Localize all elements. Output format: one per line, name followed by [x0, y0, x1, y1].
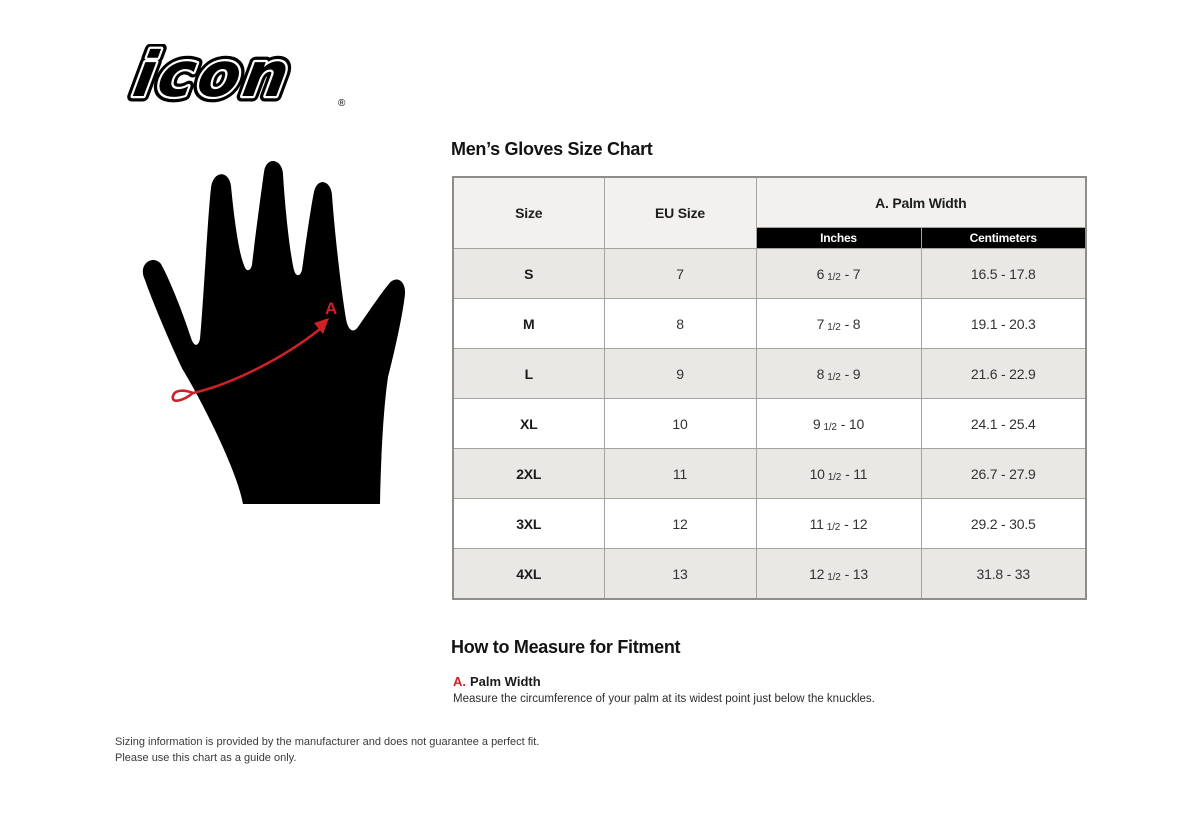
- inches-rest: - 7: [844, 265, 861, 282]
- table-row-s: S 7 6 1/2- 7 16.5 - 17.8: [452, 248, 1087, 299]
- inches-fraction: 1/2: [827, 321, 841, 333]
- table-row-m: M 8 7 1/2- 8 19.1 - 20.3: [452, 298, 1087, 349]
- palm-width-measure-line: [171, 327, 322, 402]
- inches-fraction: 1/2: [827, 371, 841, 383]
- disclaimer-line-1: Sizing information is provided by the ma…: [115, 736, 540, 748]
- inches-cell: 8 1/2- 9: [755, 348, 922, 399]
- table-row-2xl: 2XL 11 10 1/2- 11 26.7 - 27.9: [452, 448, 1087, 499]
- inches-whole: 9: [812, 415, 821, 432]
- eu-size-cell: 13: [603, 548, 757, 600]
- measure-arrowhead: [314, 318, 329, 334]
- inches-fraction: 1/2: [823, 421, 837, 433]
- palm-width-label: A. Palm Width: [453, 674, 541, 689]
- palm-width-label-text: Palm Width: [470, 674, 541, 689]
- centimeters-cell: 24.1 - 25.4: [920, 398, 1087, 449]
- inches-cell: 12 1/2- 13: [755, 548, 922, 600]
- size-cell: 3XL: [452, 498, 605, 549]
- centimeters-cell: 26.7 - 27.9: [920, 448, 1087, 499]
- inches-rest: - 8: [844, 315, 861, 332]
- brand-logo: icon icon ®: [110, 33, 350, 116]
- palm-width-label-letter: A.: [453, 674, 466, 689]
- size-cell: S: [452, 248, 605, 299]
- logo-inline-text: icon: [128, 44, 297, 110]
- inches-whole: 7: [816, 315, 825, 332]
- palm-width-marker-a: A: [325, 299, 337, 318]
- centimeters-cell: 16.5 - 17.8: [920, 248, 1087, 299]
- size-cell: XL: [452, 398, 605, 449]
- disclaimer-line-2: Please use this chart as a guide only.: [115, 751, 297, 764]
- inches-fraction: 1/2: [826, 521, 841, 533]
- inches-rest: - 11: [845, 465, 868, 482]
- size-column-header: Size: [452, 176, 605, 249]
- table-row-xl: XL 10 9 1/2- 10 24.1 - 25.4: [452, 398, 1087, 449]
- inches-whole: 6: [816, 265, 825, 282]
- eu-size-cell: 10: [603, 398, 757, 449]
- sizing-disclaimer: Sizing information is provided by the ma…: [115, 735, 539, 767]
- hand-silhouette-graphic: A: [142, 160, 406, 504]
- eu-size-cell: 9: [603, 348, 757, 399]
- hand-measurement-diagram: A: [133, 158, 433, 506]
- size-chart-title: Men’s Gloves Size Chart: [451, 139, 653, 159]
- eu-size-column-header: EU Size: [603, 176, 757, 249]
- hand-silhouette: [142, 160, 406, 504]
- centimeters-cell: 29.2 - 30.5: [920, 498, 1087, 549]
- table-row-3xl: 3XL 12 11 1/2- 12 29.2 - 30.5: [452, 498, 1087, 549]
- table-header-row: Size EU Size A. Palm Width: [452, 176, 1087, 249]
- inches-fraction: 1/2: [827, 271, 841, 283]
- eu-size-cell: 11: [603, 448, 757, 499]
- table-row-4xl: 4XL 13 12 1/2- 13 31.8 - 33: [452, 548, 1087, 600]
- inches-fraction: 1/2: [827, 571, 841, 583]
- inches-cell: 11 1/2- 12: [755, 498, 922, 549]
- table-subheader-row: Inches Centimeters: [453, 227, 1087, 249]
- inches-whole: 11: [809, 515, 824, 532]
- size-cell: L: [452, 348, 605, 399]
- inches-rest: - 9: [844, 365, 861, 382]
- inches-whole: 12: [809, 565, 825, 582]
- measure-section-title: How to Measure for Fitment: [451, 637, 681, 657]
- inches-whole: 10: [809, 465, 825, 482]
- inches-cell: 10 1/2- 11: [755, 448, 922, 499]
- centimeters-cell: 31.8 - 33: [920, 548, 1087, 600]
- inches-fraction: 1/2: [827, 471, 842, 483]
- eu-size-cell: 12: [603, 498, 757, 549]
- icon-logo-graphic: icon icon ®: [123, 33, 346, 116]
- inches-cell: 7 1/2- 8: [755, 298, 922, 349]
- size-cell: 2XL: [452, 448, 605, 499]
- registered-trademark-symbol: ®: [338, 98, 346, 109]
- size-cell: 4XL: [452, 548, 605, 600]
- inches-whole: 8: [816, 365, 825, 382]
- inches-rest: - 13: [844, 565, 869, 582]
- centimeters-subheader: Centimeters: [920, 227, 1087, 249]
- inches-cell: 9 1/2- 10: [755, 398, 922, 449]
- palm-width-group-header: A. Palm Width: [755, 176, 1087, 228]
- palm-width-description: Measure the circumference of your palm a…: [453, 693, 875, 705]
- eu-size-cell: 8: [603, 298, 757, 349]
- eu-size-cell: 7: [603, 248, 757, 299]
- logo-outline-text: icon: [128, 44, 297, 110]
- inches-subheader: Inches: [755, 227, 922, 249]
- size-cell: M: [452, 298, 605, 349]
- table-row-l: L 9 8 1/2- 9 21.6 - 22.9: [452, 348, 1087, 399]
- size-chart-table: Size EU Size A. Palm Width Inches Centim…: [452, 176, 1088, 600]
- centimeters-cell: 21.6 - 22.9: [920, 348, 1087, 399]
- inches-rest: - 10: [840, 415, 865, 432]
- inches-rest: - 12: [844, 515, 868, 532]
- inches-cell: 6 1/2- 7: [755, 248, 922, 299]
- centimeters-cell: 19.1 - 20.3: [920, 298, 1087, 349]
